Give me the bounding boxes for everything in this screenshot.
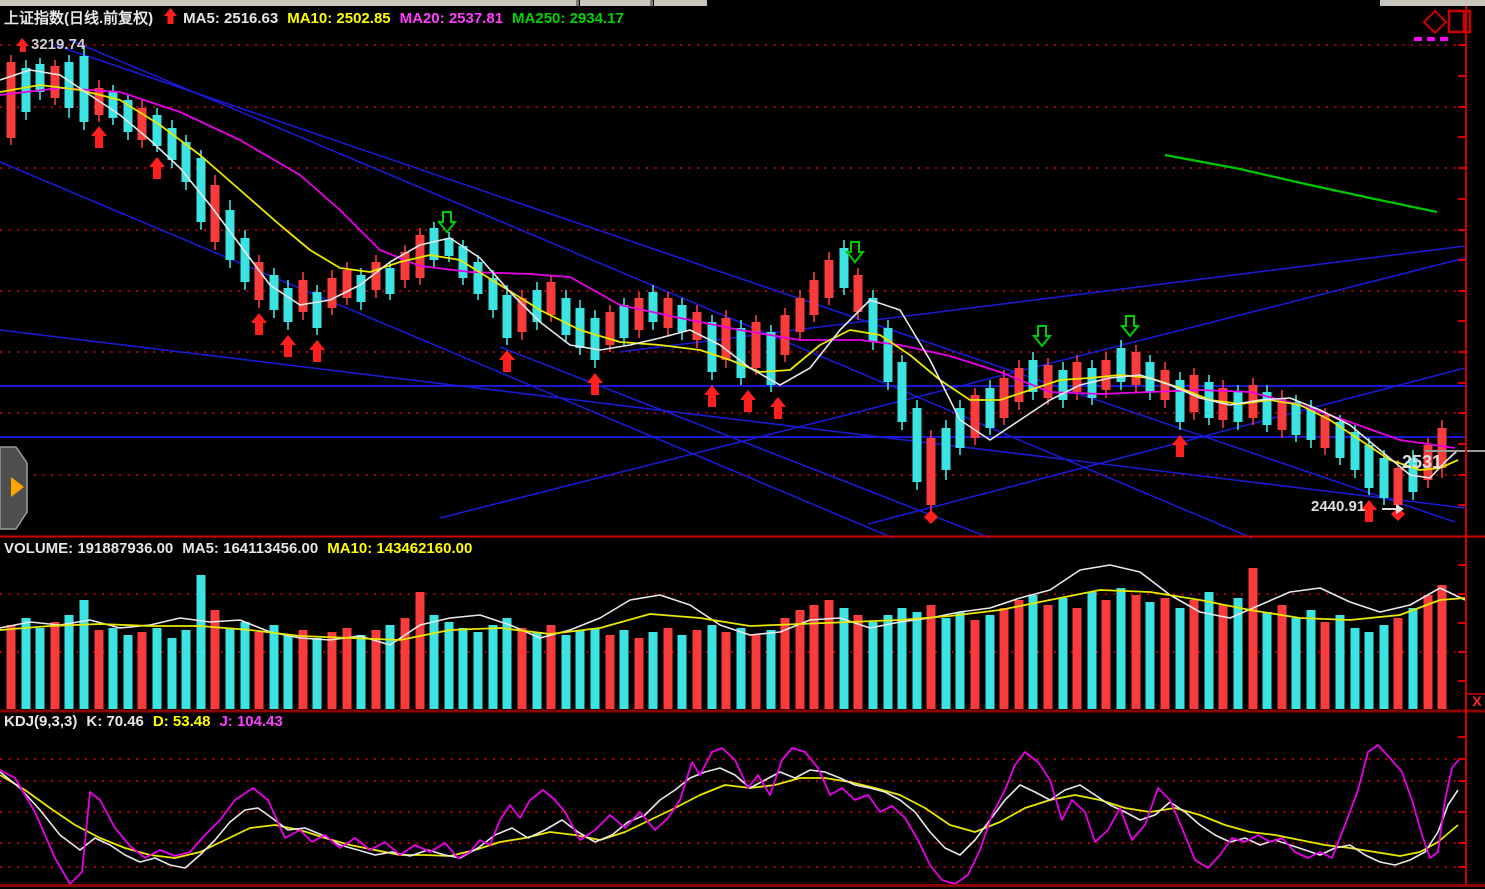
- top-strip-divider: [576, 0, 579, 6]
- high-price-label: 3219.74: [31, 36, 86, 53]
- ma10-value: MA10: 2502.85: [287, 10, 391, 27]
- pane-layout-icon[interactable]: [1447, 9, 1472, 34]
- volume-ma10-value: MA10: 143462160.00: [327, 540, 473, 557]
- up-arrow-icon: [164, 8, 178, 24]
- top-strip-left: [0, 0, 576, 6]
- window-top-edge: [0, 0, 1485, 6]
- ma250-value: MA250: 2934.17: [512, 10, 624, 27]
- main-chart-header: 上证指数(日线.前复权) MA5: 2516.63 MA10: 2502.85 MA2…: [4, 7, 633, 28]
- top-strip-mid: [580, 0, 650, 6]
- ma5-value: MA5: 2516.63: [183, 10, 279, 27]
- indicator-close-button[interactable]: X: [1472, 693, 1482, 709]
- kdj-pane-header: KDJ(9,3,3) K: 70.46 D: 53.48 J: 104.43: [4, 713, 292, 730]
- kdj-name: KDJ(9,3,3): [4, 713, 78, 730]
- current-price-label: 2531: [1402, 452, 1443, 472]
- low-price-label: 2440.91: [1311, 498, 1366, 515]
- top-strip-right: [1380, 0, 1485, 6]
- symbol-title: 上证指数(日线.前复权): [4, 10, 154, 27]
- kdj-j-value: J: 104.43: [219, 713, 283, 730]
- volume-value: VOLUME: 191887936.00: [4, 540, 174, 557]
- corner-icon-group: [1414, 9, 1472, 41]
- expand-triangle-icon: [11, 477, 24, 497]
- volume-pane-header: VOLUME: 191887936.00 MA5: 164113456.00 MA1…: [4, 540, 481, 557]
- ellipsis-dashes-icon: [1414, 37, 1448, 41]
- diamond-icon[interactable]: [1422, 9, 1448, 35]
- top-strip-mid2: [654, 0, 707, 6]
- panel-expand-tab[interactable]: [0, 444, 32, 534]
- volume-ma5-value: MA5: 164113456.00: [182, 540, 319, 557]
- kdj-d-value: D: 53.48: [152, 713, 211, 730]
- ma20-value: MA20: 2537.81: [399, 10, 504, 27]
- kdj-k-value: K: 70.46: [86, 713, 144, 730]
- top-strip-divider2: [650, 0, 653, 6]
